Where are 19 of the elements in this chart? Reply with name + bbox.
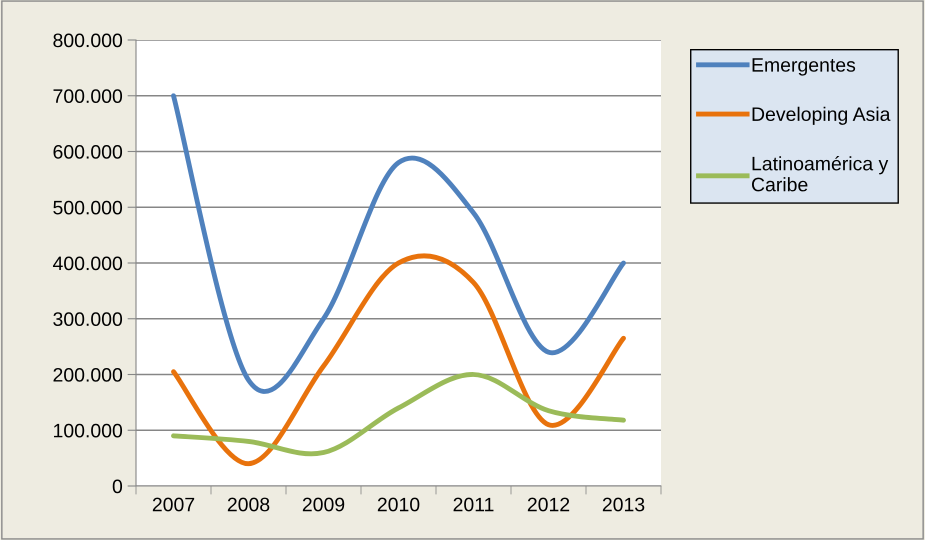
y-tick-label: 700.000 xyxy=(54,89,122,103)
y-tick-label: 200.000 xyxy=(54,368,122,382)
x-tick-label: 2007 xyxy=(152,498,194,512)
x-tick-label: 2010 xyxy=(378,498,420,512)
y-tick-label: 100.000 xyxy=(54,424,122,438)
y-tick-label: 600.000 xyxy=(54,144,122,159)
x-tick-label: 2008 xyxy=(228,498,270,512)
legend-label: Developing Asia xyxy=(752,106,890,125)
y-tick-label: 400.000 xyxy=(52,256,122,270)
x-tick-label: 2013 xyxy=(602,498,644,512)
y-tick-label: 800.000 xyxy=(53,33,122,48)
x-tick-label: 2012 xyxy=(528,498,570,512)
legend-label: Latinoamérica y Caribe xyxy=(752,156,888,192)
y-tick-label: 300.000 xyxy=(53,312,122,326)
legend-label: Emergentes xyxy=(752,58,856,76)
y-tick-label: 500.000 xyxy=(53,200,122,214)
x-tick-label: 2011 xyxy=(454,498,494,512)
x-tick-label: 2009 xyxy=(302,498,344,512)
y-tick-label: 0 xyxy=(112,479,122,494)
